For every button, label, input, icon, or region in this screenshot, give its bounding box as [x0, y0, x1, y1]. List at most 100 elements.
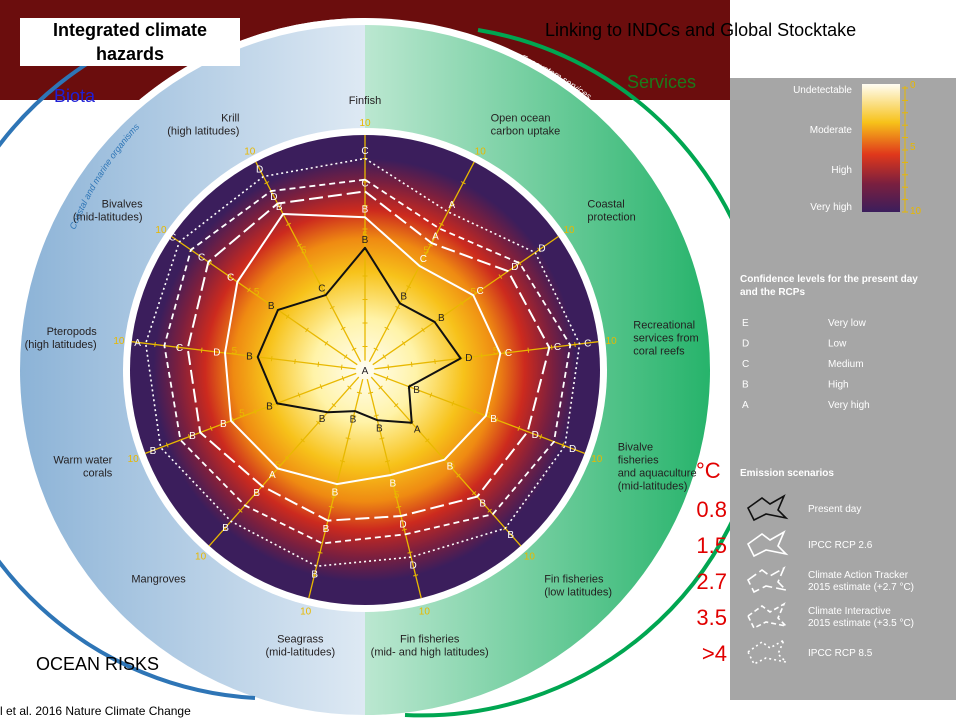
confidence-letter: C	[505, 348, 512, 359]
confidence-letter: B	[390, 478, 397, 489]
confidence-letter: B	[276, 202, 283, 213]
services-label: Services	[627, 72, 697, 92]
axis-max-label: 10	[128, 454, 140, 465]
confidence-letter: A	[269, 470, 276, 481]
axis-tick	[294, 358, 296, 365]
confidence-letter: B	[246, 351, 253, 362]
axis-label: Open ocean carbon uptake	[491, 113, 561, 138]
axis-mid-label: 5	[301, 245, 307, 256]
risk-level-label: Undetectable	[793, 85, 852, 96]
axis-tick	[208, 260, 213, 266]
axis-tick	[407, 551, 413, 554]
confidence-letter: B	[438, 313, 445, 324]
axis-label-line: (mid- and high latitudes)	[371, 646, 489, 658]
confidence-letter: A	[414, 424, 421, 435]
axis-label-line: fisheries	[618, 454, 659, 466]
axis-tick	[323, 528, 329, 531]
confidence-letter: B	[376, 424, 383, 435]
axis-tick	[368, 391, 374, 394]
axis-mid-label: 5	[485, 409, 491, 420]
axis-tick	[200, 347, 203, 353]
confidence-letter: B	[220, 419, 227, 430]
confidence-letter: C	[318, 283, 325, 294]
axis-tick	[473, 409, 477, 415]
confidence-level-text: Very low	[828, 318, 867, 329]
axis-max-label: 10	[113, 336, 125, 347]
axis-label-line: Bivalve	[618, 441, 653, 453]
risk-level-label: High	[831, 165, 852, 176]
axis-tick	[343, 354, 348, 359]
confidence-letter: C	[554, 342, 561, 353]
axis-tick	[425, 438, 430, 443]
confidence-letter: B	[266, 402, 273, 413]
axis-tick	[187, 434, 191, 440]
risk-scale-tick: 10	[910, 206, 922, 217]
axis-label-line: (high latitudes)	[167, 126, 239, 138]
axis-tick	[209, 425, 213, 431]
confidence-letter: B	[350, 415, 357, 426]
risk-level-label: Moderate	[810, 125, 853, 136]
axis-max-label: 10	[606, 336, 618, 347]
emission-scenario-label-line: Climate Action Tracker	[808, 570, 909, 581]
axis-tick	[396, 505, 402, 508]
axis-tick	[300, 438, 305, 443]
confidence-letter: B	[311, 570, 318, 581]
axis-max-label: 10	[244, 146, 256, 157]
axis-tick	[231, 417, 235, 423]
axis-label-line: (high latitudes)	[25, 339, 97, 351]
risk-scale-tick: 0	[910, 80, 916, 91]
axis-tick	[479, 287, 483, 293]
axis-tick	[395, 305, 401, 310]
axis-mid-label: 5	[394, 490, 400, 501]
axis-max-label: 10	[524, 552, 536, 563]
axis-tick	[328, 505, 334, 508]
confidence-letter: B	[323, 524, 330, 535]
confidence-letter: C	[361, 179, 368, 190]
axis-label: Coastal protection	[587, 198, 635, 223]
temperature-value: >4	[702, 641, 727, 666]
confidence-letter: D	[409, 561, 416, 572]
axis-tick	[318, 285, 324, 289]
confidence-letter: B	[253, 488, 260, 499]
confidence-letter: D	[511, 262, 518, 273]
axis-mid-label: 5	[275, 461, 281, 472]
axis-tick	[379, 437, 385, 440]
axis-tick	[154, 341, 156, 348]
citation: l et al. 2016 Nature Climate Change	[0, 704, 191, 718]
confidence-levels: E Very low D Low C Medium B High A Very high	[742, 318, 870, 411]
axis-label: Bivalves (mid-latitudes)	[73, 198, 143, 223]
axis-mid-label: 5	[331, 490, 337, 501]
axis-label-line: (low latitudes)	[544, 586, 612, 598]
axis-tick	[574, 341, 576, 348]
confidence-level-text: Very high	[828, 400, 870, 411]
axis-mid-label: 5	[471, 287, 477, 298]
confidence-letter: B	[189, 431, 196, 442]
axis-tick	[340, 326, 346, 330]
confidence-letter: C	[176, 343, 183, 354]
axis-tick	[307, 264, 313, 268]
scenario-polygon	[144, 157, 581, 568]
axis-label: Mangroves	[131, 573, 186, 585]
confidence-letter: C	[420, 254, 427, 265]
axis-max-label: 10	[475, 146, 487, 157]
emission-scenario-label-line: IPCC RCP 2.6	[808, 540, 873, 551]
confidence-letter: D	[256, 165, 263, 176]
axis-tick	[440, 314, 445, 319]
axis-label-line: Fin fisheries	[400, 633, 460, 645]
axis-tick	[410, 361, 413, 367]
biota-arc	[0, 26, 256, 700]
risk-disc	[130, 135, 600, 605]
axis-tick	[238, 508, 243, 513]
axis-label: Recreational services from coral reefs	[633, 319, 698, 357]
axis-tick	[311, 574, 317, 577]
slide-title: Integrated climate hazards	[20, 18, 240, 66]
emission-scenario-label-line: 2015 estimate (+2.7 °C)	[808, 582, 914, 593]
axis-tick	[340, 364, 343, 370]
confidence-letter: B	[413, 385, 420, 396]
axis-tick	[266, 300, 271, 306]
axis-tick	[270, 356, 273, 362]
axis-tick	[339, 460, 346, 463]
axis-tick	[527, 347, 530, 353]
axis-tick	[517, 425, 521, 431]
